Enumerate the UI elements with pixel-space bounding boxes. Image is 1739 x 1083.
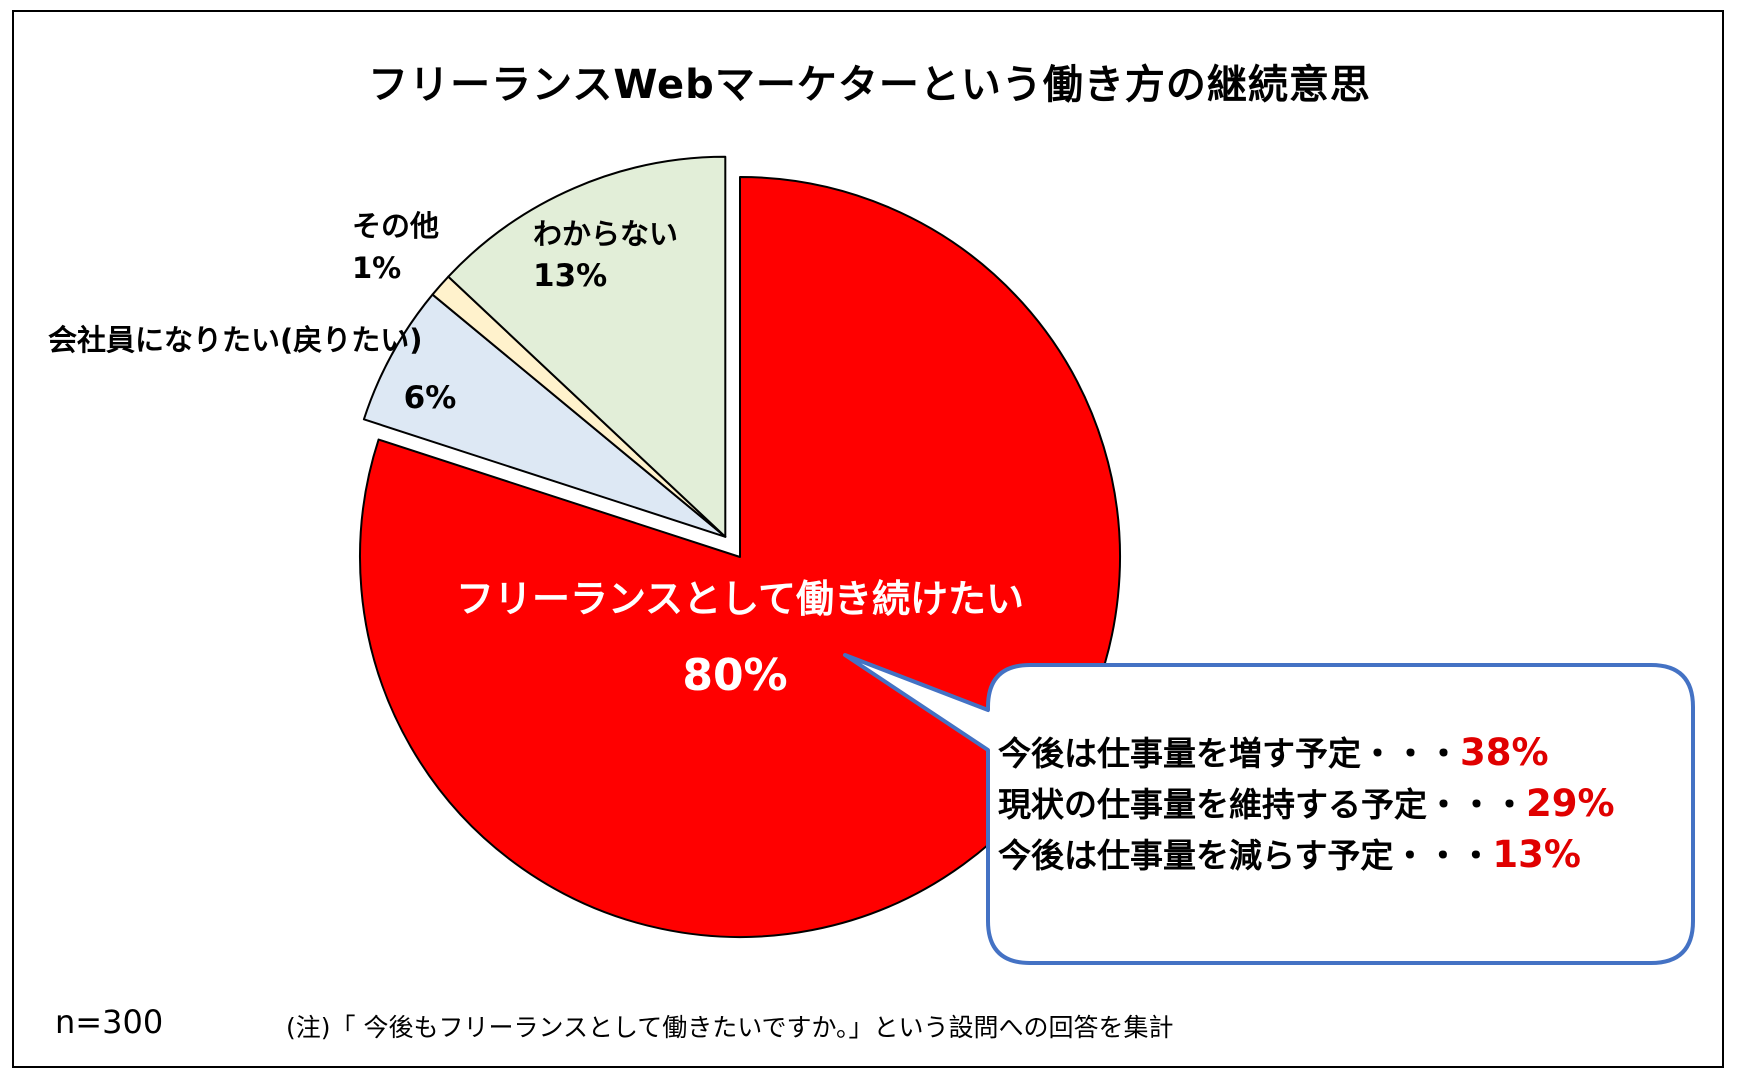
callout-row-2: 現状の仕事量を維持する予定・・・29%	[998, 782, 1615, 825]
pie-slice-1	[359, 176, 1121, 938]
slice-value-2: 6%	[404, 380, 457, 416]
slice-label-3: その他	[352, 209, 439, 243]
callout-box	[843, 653, 1695, 965]
callout-row-value: 29%	[1526, 782, 1615, 825]
callout-row-text: 今後は仕事量を減らす予定・・・	[998, 836, 1492, 875]
callout-row-text: 今後は仕事量を増す予定・・・	[998, 734, 1460, 773]
callout-row-value: 38%	[1460, 731, 1549, 774]
slice-label-1: フリーランスとして働き続けたい	[456, 577, 1024, 621]
sample-size-label: n=300	[55, 1003, 164, 1041]
callout-row-3: 今後は仕事量を減らす予定・・・13%	[998, 833, 1581, 876]
slice-value-3: 1%	[352, 251, 401, 285]
pie-slice-2	[362, 293, 727, 538]
callout-row-1: 今後は仕事量を増す予定・・・38%	[998, 731, 1549, 774]
callout-row-text: 現状の仕事量を維持する予定・・・	[998, 785, 1526, 824]
slice-label-4: わからない	[533, 217, 678, 251]
footnote: (注)「 今後もフリーランスとして働きたいですか。」という設問への回答を集計	[286, 1013, 1174, 1042]
chart-title: フリーランスWebマーケターという働き方の継続意思	[368, 62, 1371, 108]
slice-label-2: 会社員になりたい(戻りたい)	[48, 323, 423, 357]
slice-value-4: 13%	[533, 258, 607, 294]
pie-slice-4	[447, 155, 727, 538]
callout-row-value: 13%	[1492, 833, 1581, 876]
slice-value-1: 80%	[682, 650, 787, 701]
